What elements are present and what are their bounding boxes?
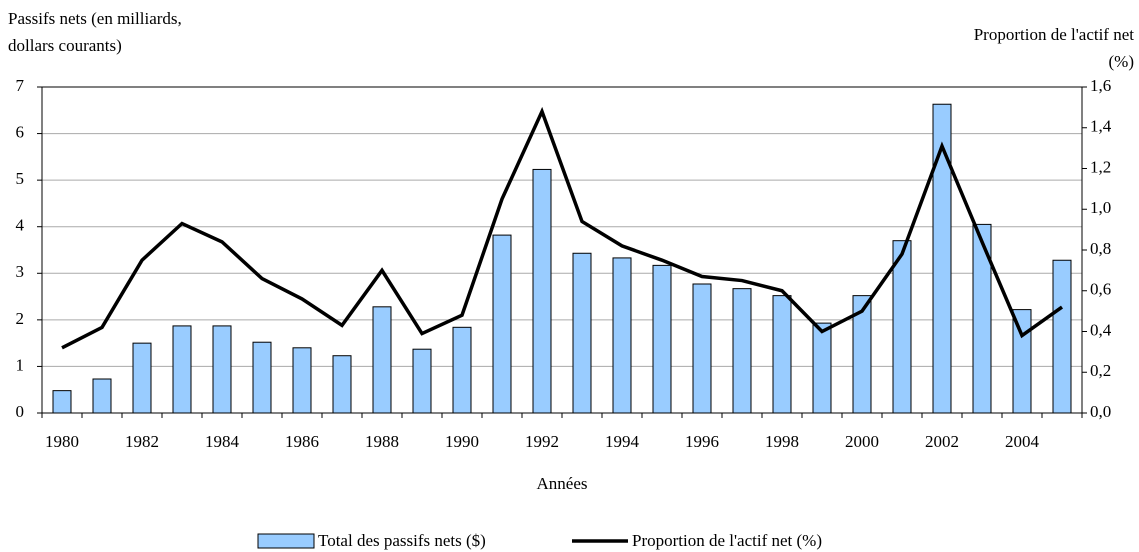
- y2-tick-label: 0,0: [1090, 402, 1111, 421]
- x-tick-label: 1996: [685, 432, 719, 451]
- legend-label: Proportion de l'actif net (%): [632, 531, 822, 550]
- x-tick-label: 1988: [365, 432, 399, 451]
- line: [61, 106, 1064, 350]
- bar: [172, 325, 192, 414]
- bar: [532, 168, 552, 414]
- bar: [132, 342, 152, 414]
- x-tick-label: 1980: [45, 432, 79, 451]
- bar: [1052, 259, 1072, 414]
- x-tick-label: 1992: [525, 432, 559, 451]
- bar: [412, 348, 432, 414]
- bar: [772, 295, 792, 414]
- y2-tick-label: 0,4: [1090, 320, 1112, 339]
- x-tick-label: 1994: [605, 432, 640, 451]
- bar: [292, 347, 312, 414]
- y-axis-label: Passifs nets (en milliards,: [8, 9, 182, 28]
- bar: [612, 257, 632, 414]
- bar: [732, 288, 752, 414]
- bar: [52, 390, 72, 414]
- y-tick-label: 3: [16, 262, 25, 281]
- bar: [372, 306, 392, 414]
- x-tick-label: 2002: [925, 432, 959, 451]
- x-tick-label: 1986: [285, 432, 319, 451]
- y-tick-label: 6: [16, 122, 25, 141]
- x-axis-label: Années: [537, 474, 588, 493]
- y2-axis-label: (%): [1109, 52, 1134, 71]
- y-tick-label: 5: [16, 169, 25, 188]
- y2-tick-label: 1,6: [1090, 76, 1111, 95]
- bar: [892, 240, 912, 414]
- bar: [652, 264, 672, 414]
- x-tick-label: 2004: [1005, 432, 1040, 451]
- bar: [812, 322, 832, 414]
- legend-swatch: [257, 533, 315, 549]
- x-tick-label: 1990: [445, 432, 479, 451]
- bar: [492, 234, 512, 414]
- bar: [252, 341, 272, 414]
- x-tick-label: 1998: [765, 432, 799, 451]
- y2-tick-label: 1,2: [1090, 157, 1111, 176]
- y2-tick-label: 0,6: [1090, 280, 1111, 299]
- y2-tick-label: 0,2: [1090, 361, 1111, 380]
- y-axis-label: dollars courants): [8, 36, 122, 55]
- x-tick-label: 1984: [205, 432, 240, 451]
- y-tick-label: 0: [16, 402, 25, 421]
- bar: [212, 325, 232, 414]
- legend-label: Total des passifs nets ($): [318, 531, 486, 550]
- bar: [332, 355, 352, 414]
- bar: [692, 283, 712, 414]
- y2-tick-label: 1,0: [1090, 198, 1111, 217]
- y2-tick-label: 0,8: [1090, 239, 1111, 258]
- x-tick-label: 1982: [125, 432, 159, 451]
- y2-axis-label: Proportion de l'actif net: [974, 25, 1135, 44]
- y-tick-label: 4: [16, 216, 25, 235]
- y2-tick-label: 1,4: [1090, 117, 1112, 136]
- y-tick-label: 2: [16, 309, 25, 328]
- x-tick-label: 2000: [845, 432, 879, 451]
- bar: [452, 326, 472, 414]
- bar: [572, 252, 592, 414]
- bar: [92, 378, 112, 414]
- y-tick-label: 7: [16, 76, 25, 95]
- y-tick-label: 1: [16, 355, 25, 374]
